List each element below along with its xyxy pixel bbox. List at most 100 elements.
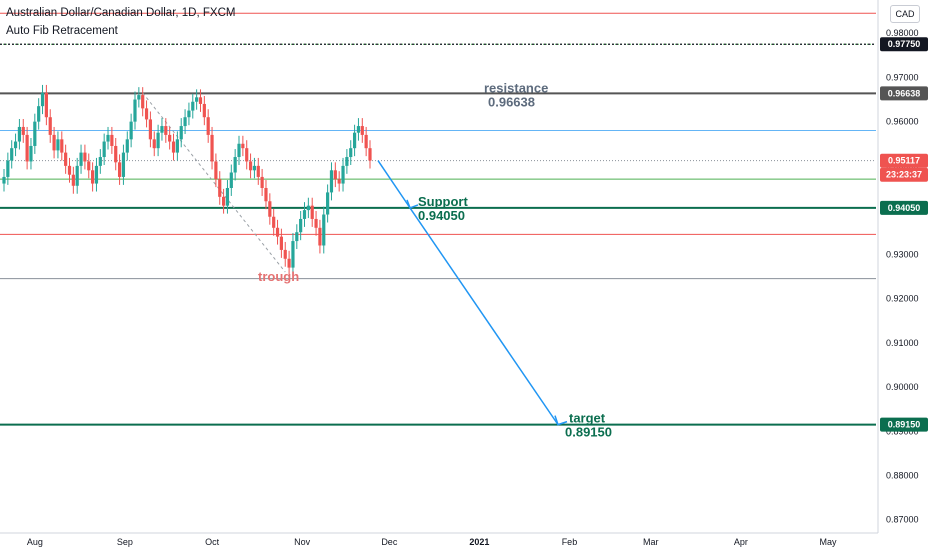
candle-body — [364, 134, 368, 149]
candle-body — [114, 145, 118, 163]
resistance-value: 0.96638 — [488, 94, 535, 109]
candle-body — [141, 95, 145, 109]
candle-body — [52, 134, 56, 151]
candle-body — [121, 152, 126, 177]
candle-body — [10, 148, 14, 161]
countdown-tag: 23:23:37 — [886, 170, 922, 180]
chart-header: Australian Dollar/Canadian Dollar, 1D, F… — [6, 4, 235, 40]
candle-body — [79, 152, 83, 166]
candle-body — [183, 117, 187, 127]
candle-body — [329, 170, 334, 193]
candle-body — [218, 179, 222, 197]
candle-body — [283, 249, 287, 259]
candle-body — [175, 139, 179, 153]
candle-body — [322, 214, 326, 246]
candle-body — [222, 196, 226, 206]
time-tick-label: Aug — [27, 537, 43, 547]
candle-body — [48, 117, 52, 135]
support-value: 0.94050 — [418, 208, 465, 223]
candle-body — [272, 216, 276, 228]
candle-body — [248, 161, 253, 171]
price-tick-label: 0.91000 — [886, 338, 919, 348]
price-tick-label: 0.98000 — [886, 28, 919, 38]
candle-body — [368, 148, 372, 161]
candle-body — [110, 134, 114, 146]
horizontal-levels — [0, 12, 876, 426]
time-tick-label: Sep — [117, 537, 133, 547]
price-tick-label: 0.87000 — [886, 515, 919, 525]
price-tick-label: 0.88000 — [886, 470, 919, 480]
candle-body — [171, 141, 176, 153]
candle-body — [229, 172, 233, 188]
candle-body — [21, 126, 25, 135]
currency-button[interactable]: CAD — [890, 5, 920, 23]
indicator-label[interactable]: Auto Fib Retracement — [6, 25, 118, 37]
candle-body — [268, 201, 272, 217]
candle-body — [302, 210, 307, 219]
arrow-segment-1 — [377, 160, 411, 209]
candle-body — [198, 97, 203, 104]
candle-body — [179, 126, 183, 140]
candle-body — [241, 143, 245, 149]
candle-body — [252, 165, 257, 171]
candle-body — [148, 119, 152, 140]
candle-body — [56, 139, 60, 151]
candle-body — [349, 148, 353, 158]
candle-body — [87, 161, 91, 171]
candle-body — [256, 165, 260, 177]
candle-body — [71, 174, 75, 186]
time-axis[interactable]: Aug Sep Oct Nov Dec 2021 Feb Mar Apr May — [0, 532, 878, 547]
candle-body — [202, 103, 206, 118]
candle-body — [337, 179, 341, 184]
arrow-head-1 — [406, 199, 419, 209]
candle-body — [2, 176, 6, 184]
level-price-tag: 0.96638 — [888, 88, 921, 98]
candle-body — [133, 99, 137, 122]
candle-body — [13, 141, 18, 149]
candle-body — [164, 126, 168, 135]
candle-body — [168, 134, 172, 142]
candle-body — [264, 187, 268, 202]
last-price-tag-bg — [880, 153, 928, 168]
last-price-tag: 0.95117 — [888, 156, 920, 166]
candle-body — [233, 157, 237, 173]
candle-body — [287, 258, 291, 268]
time-tick-label: Mar — [643, 537, 659, 547]
time-tick-label: Dec — [381, 537, 398, 547]
candle-body — [129, 121, 133, 140]
candle-body — [94, 165, 99, 184]
candle-body — [295, 232, 299, 242]
candle-body — [345, 157, 349, 166]
level-price-tag: 0.94050 — [888, 203, 921, 213]
candle-body — [299, 218, 303, 233]
level-price-tag: 0.97750 — [888, 39, 921, 49]
candle-body — [6, 160, 10, 177]
candle-body — [83, 152, 87, 162]
candle-body — [64, 152, 68, 166]
candle-body — [102, 141, 106, 158]
candle-body — [245, 148, 249, 162]
time-tick-label: Apr — [734, 537, 748, 547]
countdown-tag-bg — [880, 167, 928, 182]
level-price-tag-bg — [880, 37, 928, 52]
arrow-head-2 — [554, 415, 568, 426]
target-label: target — [569, 411, 606, 426]
time-tick-label: 2021 — [469, 537, 489, 547]
level-price-tag-bg — [880, 200, 928, 215]
price-tick-label: 0.97000 — [886, 72, 919, 82]
candle-body — [333, 170, 337, 180]
resistance-label: resistance — [484, 80, 548, 95]
candle-body — [187, 110, 191, 118]
projection-arrow[interactable] — [377, 160, 568, 426]
candle-body — [326, 192, 330, 215]
price-axis[interactable]: 0.980000.970000.960000.950000.940000.930… — [877, 0, 919, 533]
candle-body — [275, 227, 280, 237]
candle-body — [152, 139, 156, 149]
candle-body — [314, 218, 318, 228]
level-price-tag-bg — [880, 417, 928, 432]
candle-body — [60, 139, 64, 153]
candle-body — [195, 97, 199, 102]
candle-body — [33, 121, 37, 146]
candle-body — [137, 95, 141, 100]
